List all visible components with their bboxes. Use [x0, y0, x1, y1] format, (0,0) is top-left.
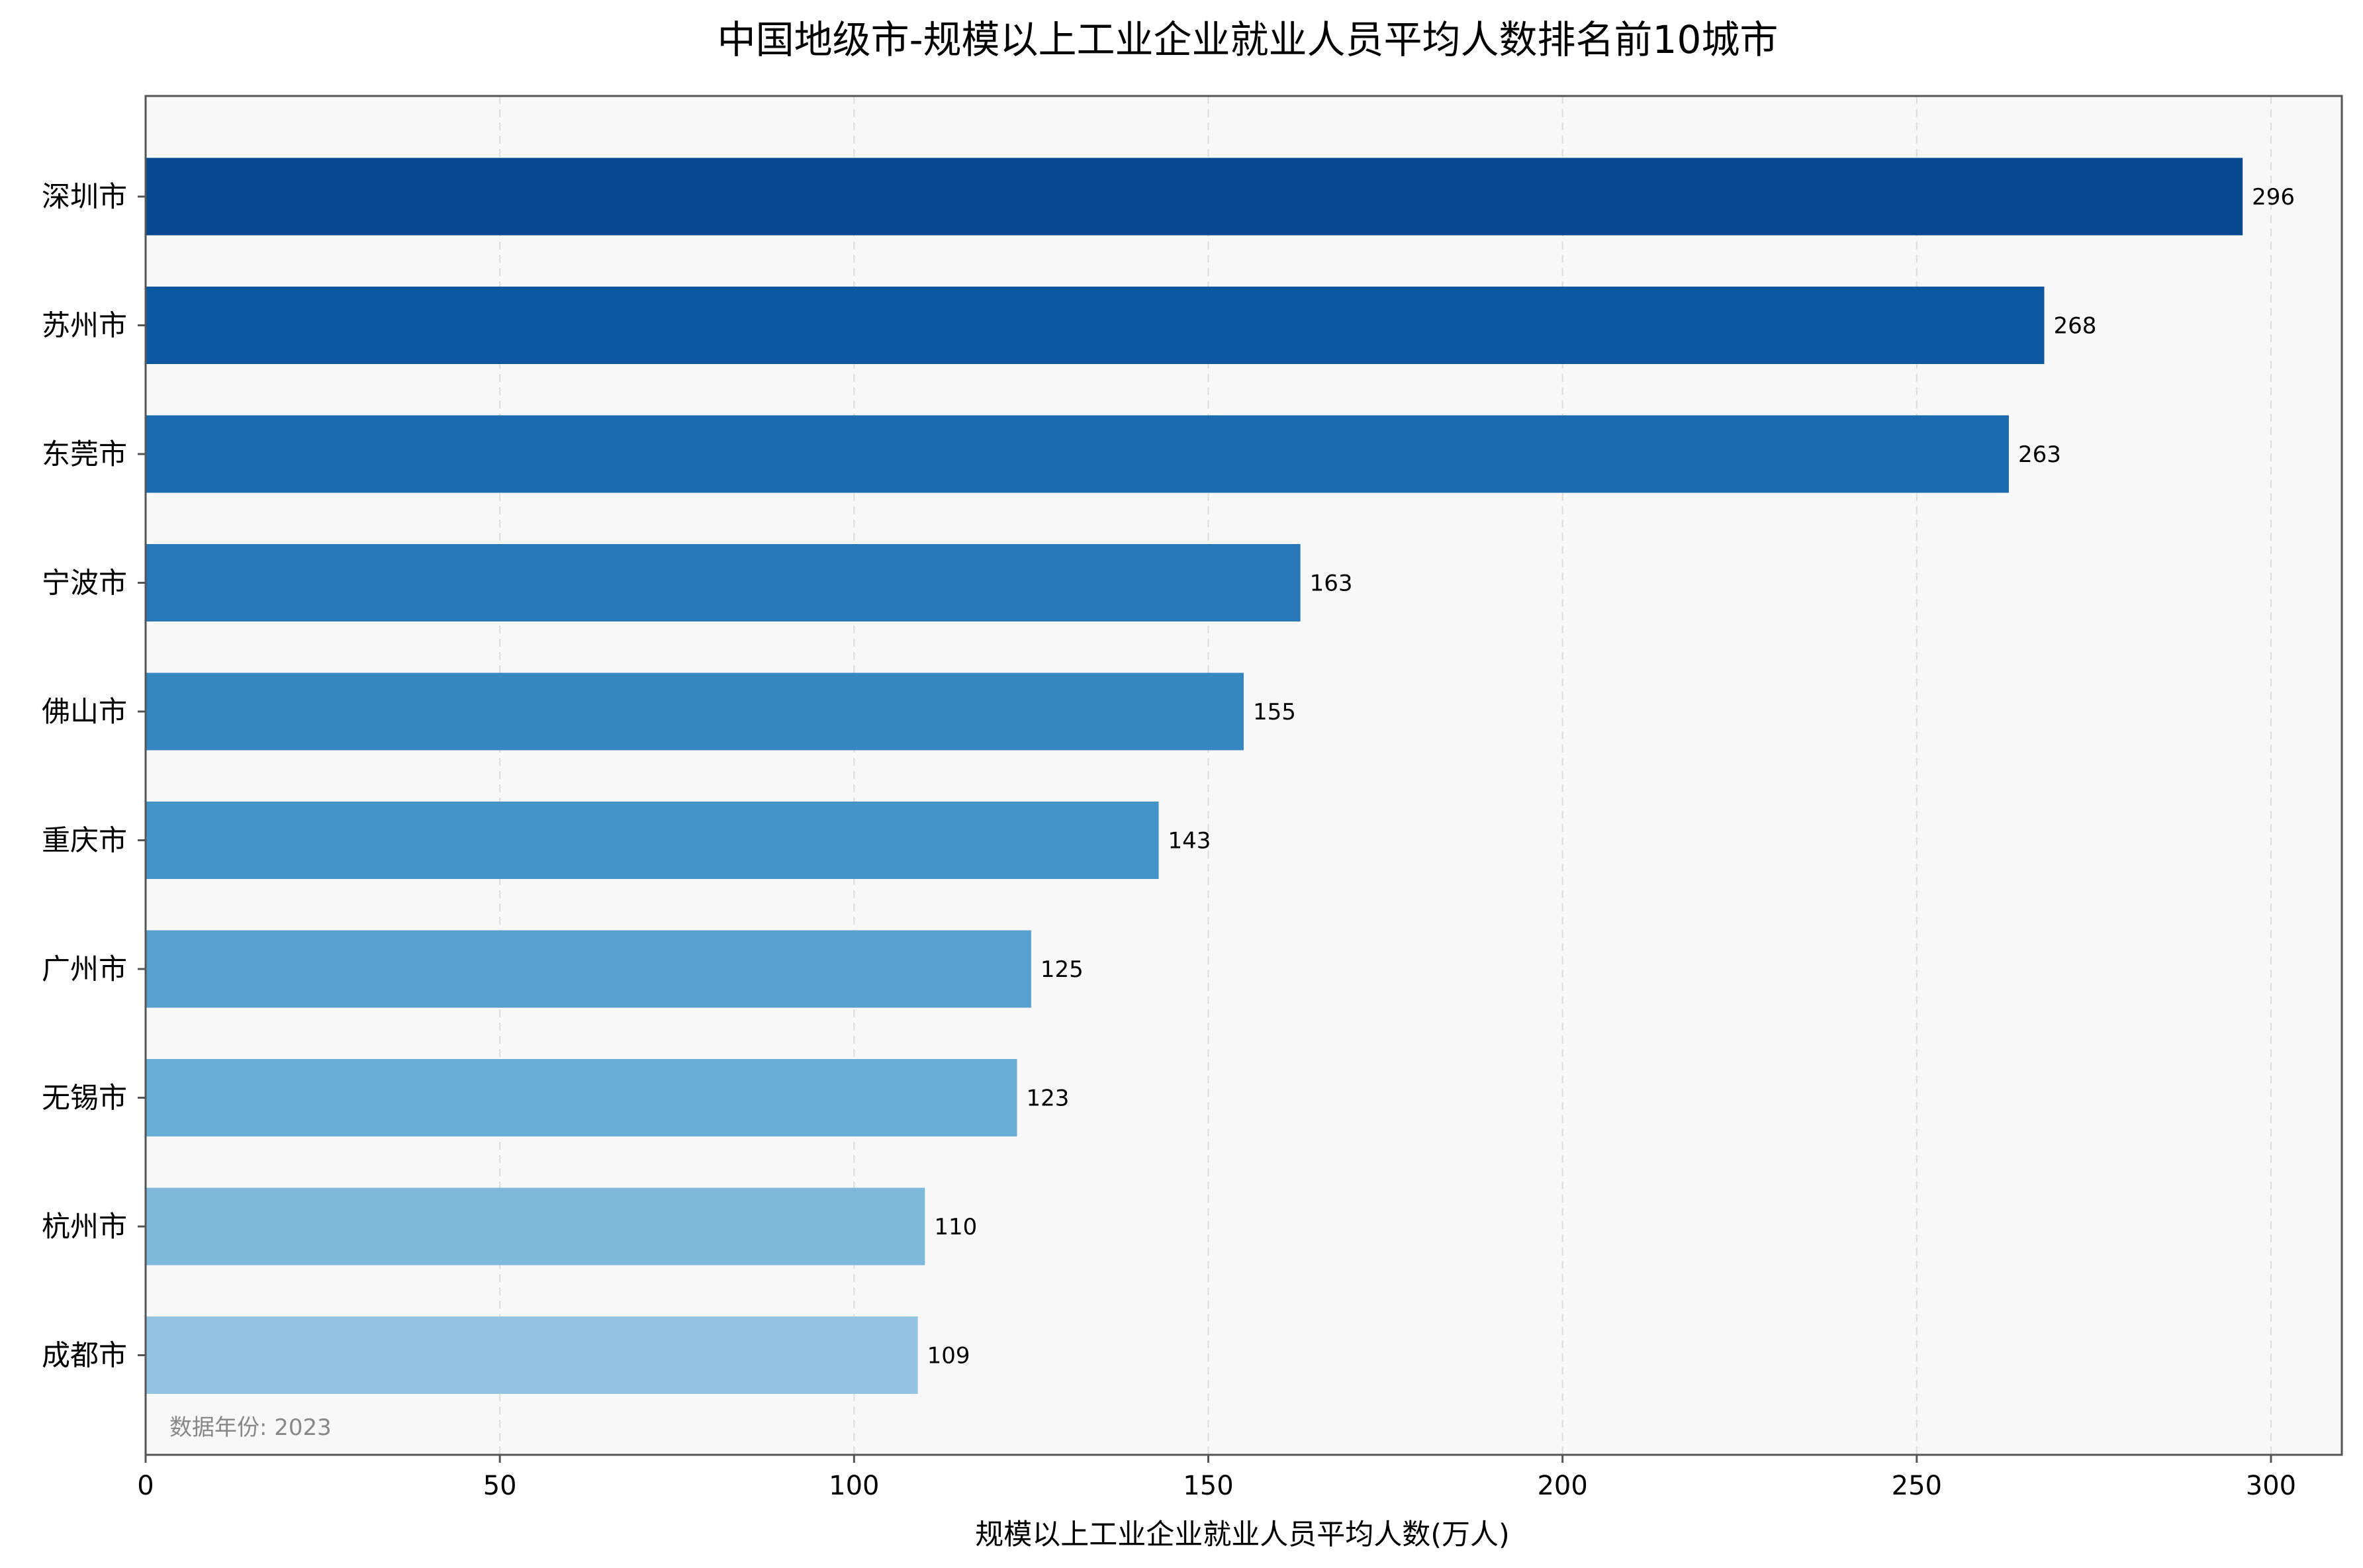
- bar-value-label: 296: [2252, 184, 2295, 210]
- bar: [146, 415, 2009, 493]
- category-label: 东莞市: [42, 438, 127, 471]
- x-tick-label: 250: [1892, 1471, 1942, 1501]
- category-label: 成都市: [42, 1340, 127, 1373]
- bar: [146, 287, 2045, 364]
- bar-value-label: 263: [2018, 441, 2061, 468]
- value-labels: 296 268 263 163 155 143 125 123 110 109: [927, 184, 2295, 1369]
- bar-value-label: 123: [1026, 1085, 1069, 1112]
- bar: [146, 930, 1031, 1008]
- category-label: 宁波市: [42, 567, 127, 600]
- bar-value-label: 125: [1041, 956, 1084, 983]
- bar-value-label: 109: [927, 1343, 970, 1369]
- bar: [146, 672, 1244, 751]
- category-label: 深圳市: [42, 181, 127, 214]
- bar-value-label: 143: [1168, 828, 1211, 854]
- category-label: 重庆市: [42, 825, 127, 858]
- x-tick-label: 100: [829, 1471, 879, 1501]
- bars: [146, 158, 2243, 1394]
- data-year-note: 数据年份: 2023: [169, 1414, 332, 1441]
- x-tick-label: 200: [1537, 1471, 1587, 1501]
- bar-value-label: 163: [1310, 571, 1353, 597]
- plot-frame: [144, 95, 2343, 1456]
- bar: [146, 802, 1159, 879]
- x-tick-label: 150: [1183, 1471, 1233, 1501]
- category-label: 无锡市: [42, 1082, 127, 1115]
- category-label: 杭州市: [42, 1211, 127, 1244]
- bar: [146, 1187, 925, 1266]
- x-tick-label: 0: [137, 1471, 154, 1501]
- bar: [146, 158, 2243, 236]
- bar: [146, 1059, 1017, 1136]
- bar: [146, 1316, 918, 1394]
- value-axis: 0 50 100 150 200 250 300: [137, 1455, 2296, 1501]
- category-label: 苏州市: [42, 310, 127, 343]
- bar-value-label: 155: [1253, 699, 1296, 725]
- chart-title: 中国地级市-规模以上工业企业就业人员平均人数排名前10城市: [718, 17, 1779, 62]
- category-label: 广州市: [42, 953, 127, 986]
- x-tick-label: 300: [2246, 1471, 2296, 1501]
- x-tick-label: 50: [483, 1471, 517, 1501]
- category-label: 佛山市: [42, 696, 127, 729]
- bar-value-label: 268: [2053, 313, 2096, 340]
- x-axis-title: 规模以上工业企业就业人员平均人数(万人): [975, 1518, 1510, 1551]
- bar-value-label: 110: [934, 1214, 977, 1240]
- bar: [146, 544, 1301, 622]
